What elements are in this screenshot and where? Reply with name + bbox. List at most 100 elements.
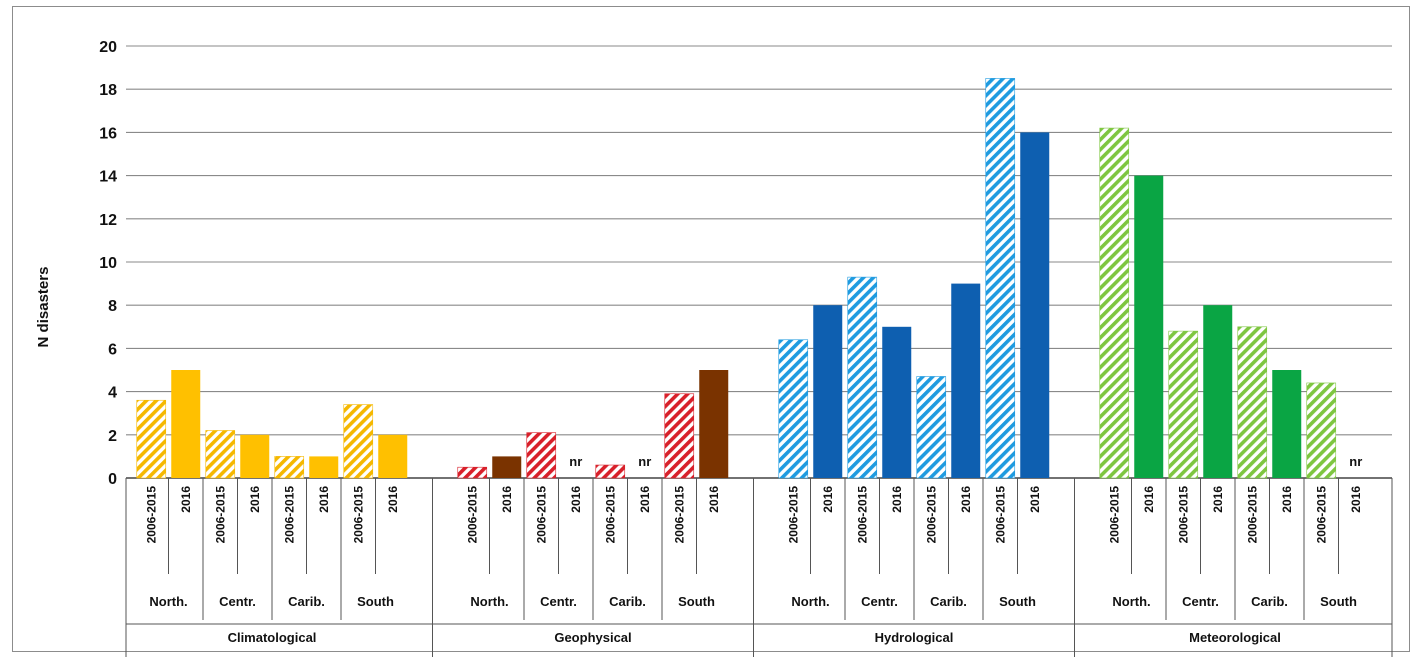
bar (343, 404, 374, 479)
region-label: Carib. (288, 594, 325, 609)
period-tick-label: 2006-2015 (1107, 486, 1121, 544)
y-tick-label: 12 (99, 212, 117, 229)
period-tick-label: 2016 (317, 486, 331, 513)
region-label: North. (149, 594, 187, 609)
region-label: Carib. (609, 594, 646, 609)
group-label: Climatological (228, 630, 317, 645)
region-label: North. (1112, 594, 1150, 609)
bar (847, 276, 878, 479)
bar (136, 399, 167, 479)
period-tick-label: 2016 (179, 486, 193, 513)
region-label: South (357, 594, 394, 609)
period-tick-label: 2006-2015 (1245, 486, 1259, 544)
y-axis-label: N disasters (35, 267, 52, 348)
period-tick-label: 2006-2015 (465, 486, 479, 544)
bar (171, 370, 201, 478)
not-reported-label: nr (1349, 454, 1362, 469)
period-tick-label: 2016 (1028, 486, 1042, 513)
bar (1203, 305, 1233, 478)
bar (595, 464, 626, 479)
bar (457, 466, 488, 479)
period-tick-label: 2016 (821, 486, 835, 513)
chart-frame (12, 6, 1410, 652)
period-tick-label: 2016 (500, 486, 514, 513)
period-tick-label: 2016 (638, 486, 652, 513)
period-tick-label: 2006-2015 (603, 486, 617, 544)
region-label: Carib. (930, 594, 967, 609)
region-label: Centr. (219, 594, 256, 609)
region-label: Centr. (1182, 594, 1219, 609)
period-tick-label: 2016 (1349, 486, 1363, 513)
period-tick-label: 2016 (1280, 486, 1294, 513)
period-tick-label: 2006-2015 (1314, 486, 1328, 544)
bars: nr nr nr (136, 78, 1362, 479)
bar (1099, 127, 1130, 479)
period-tick-label: 2016 (1211, 486, 1225, 513)
bar (309, 456, 339, 478)
y-tick-label: 14 (99, 169, 117, 186)
y-tick-label: 2 (108, 428, 117, 445)
period-tick-label: 2006-2015 (855, 486, 869, 544)
y-tick-label: 8 (108, 298, 117, 315)
y-tick-label: 10 (99, 255, 117, 272)
period-tick-label: 2006-2015 (282, 486, 296, 544)
y-tick-label: 0 (108, 471, 117, 488)
period-tick-label: 2016 (386, 486, 400, 513)
period-tick-label: 2006-2015 (924, 486, 938, 544)
bar (274, 456, 305, 479)
y-tick-label: 4 (108, 385, 117, 402)
y-tick-label: 18 (99, 82, 117, 99)
period-tick-label: 2016 (569, 486, 583, 513)
y-tick-label: 6 (108, 341, 117, 358)
group-label: Hydrological (875, 630, 954, 645)
bar (378, 434, 408, 478)
bar (1237, 326, 1268, 479)
period-tick-label: 2006-2015 (1176, 486, 1190, 544)
bar (1168, 330, 1199, 479)
bar (699, 370, 729, 478)
region-label: North. (470, 594, 508, 609)
period-tick-label: 2016 (1142, 486, 1156, 513)
bar (205, 430, 236, 479)
period-tick-label: 2006-2015 (672, 486, 686, 544)
region-label: South (678, 594, 715, 609)
y-tick-label: 16 (99, 125, 117, 142)
region-label: Centr. (861, 594, 898, 609)
period-tick-label: 2006-2015 (786, 486, 800, 544)
period-tick-label: 2016 (959, 486, 973, 513)
y-axis-ticks: 0 2 4 6 8 10 12 14 16 18 20 (99, 39, 117, 488)
group-label: Geophysical (554, 630, 631, 645)
bar (778, 339, 809, 479)
period-tick-label: 2016 (248, 486, 262, 513)
not-reported-label: nr (638, 454, 651, 469)
region-label: Centr. (540, 594, 577, 609)
y-tick-label: 20 (99, 39, 117, 56)
period-tick-label: 2006-2015 (213, 486, 227, 544)
bar (916, 376, 947, 479)
bar (492, 456, 522, 478)
bar (526, 432, 557, 479)
region-label: Carib. (1251, 594, 1288, 609)
x-axis: 2006-2015 2016 North. 2006-2015 2016 Centr. 20… (125, 478, 1393, 657)
period-tick-label: 2006-2015 (144, 486, 158, 544)
group-label: Meteorological (1189, 630, 1281, 645)
bar (1306, 382, 1337, 479)
period-tick-label: 2016 (890, 486, 904, 513)
bar (664, 393, 695, 479)
bar (240, 434, 270, 478)
period-tick-label: 2006-2015 (993, 486, 1007, 544)
period-tick-label: 2016 (707, 486, 721, 513)
bar (985, 78, 1016, 479)
region-label: South (999, 594, 1036, 609)
period-tick-label: 2006-2015 (351, 486, 365, 544)
bar (882, 326, 912, 478)
gridlines (126, 45, 1392, 479)
not-reported-label: nr (569, 454, 582, 469)
region-label: South (1320, 594, 1357, 609)
bar (1134, 175, 1164, 478)
period-tick-label: 2006-2015 (534, 486, 548, 544)
bar (1020, 132, 1050, 478)
bar (951, 283, 981, 478)
bar (1272, 370, 1302, 478)
